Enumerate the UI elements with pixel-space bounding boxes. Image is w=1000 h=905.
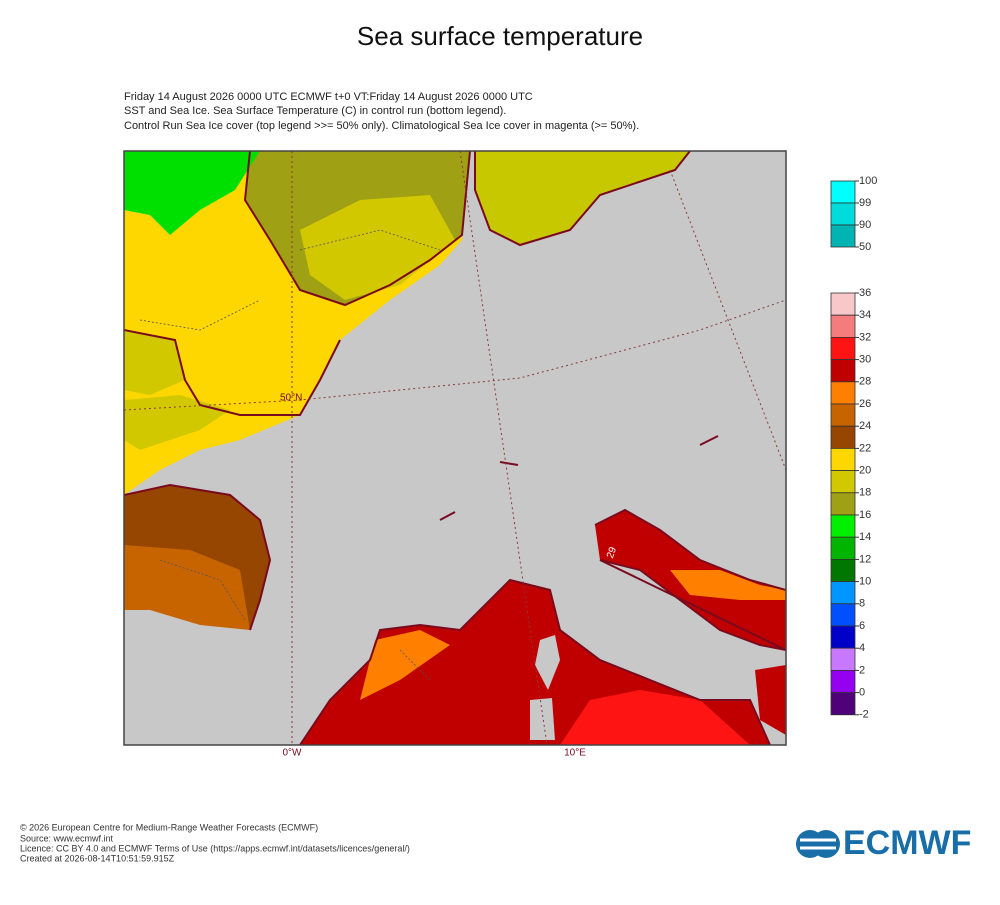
legend-swatch	[830, 559, 856, 583]
logo-text: ECMWF	[843, 824, 971, 862]
legend-swatch	[830, 224, 856, 248]
legend-label: 0	[859, 687, 865, 699]
legend-swatch	[830, 425, 856, 449]
legend-label: 2	[859, 664, 865, 676]
footer-line: Source: www.ecmwf.int	[20, 833, 114, 843]
footer-line: Created at 2026-08-14T10:51:59.915Z	[20, 853, 175, 863]
legend-swatch	[830, 359, 856, 383]
coastline	[124, 483, 272, 631]
map-frame	[123, 150, 787, 746]
coastline	[594, 508, 786, 651]
coastline	[299, 578, 771, 745]
sea-mid	[300, 195, 455, 300]
footer-line: © 2026 European Centre for Medium-Range …	[20, 822, 318, 832]
subtitle: SST and Sea Ice. Sea Surface Temperature…	[124, 105, 506, 117]
legend-swatch	[830, 403, 856, 427]
legend-swatch	[830, 180, 856, 204]
sea-cool	[124, 151, 260, 235]
legend-label: 99	[859, 197, 871, 209]
legend-swatch	[830, 692, 856, 716]
legend-swatch	[830, 536, 856, 560]
lon-label: 0°W	[283, 748, 303, 759]
legend-swatch	[830, 314, 856, 338]
legend-label: 8	[859, 598, 865, 610]
legend-label: 18	[859, 487, 871, 499]
sea-med-edge	[360, 630, 450, 700]
sea-ionian	[755, 665, 786, 735]
sea-baltic	[475, 151, 690, 245]
title: Sea surface temperature	[357, 21, 643, 51]
contour	[139, 229, 441, 681]
legends: 1009990503634323028262422201816141210864…	[830, 175, 877, 721]
legend-label: 26	[859, 398, 871, 410]
legend-label: 12	[859, 553, 871, 565]
legend-label: 30	[859, 354, 871, 366]
map: 50°N 0°W 10°E 29	[123, 150, 787, 759]
lat-label: 50°N	[280, 393, 302, 404]
legend-label: 10	[859, 576, 871, 588]
legend-swatch	[830, 514, 856, 538]
legend-swatch	[830, 447, 856, 471]
legend-swatch	[830, 647, 856, 671]
legend-label: 32	[859, 331, 871, 343]
legend-swatch	[830, 381, 856, 405]
subtitle: Friday 14 August 2026 0000 UTC ECMWF t+0…	[124, 91, 533, 103]
legend-label: 24	[859, 420, 871, 432]
legend-label: 4	[859, 642, 865, 654]
legend-swatch	[830, 470, 856, 494]
legend-swatch	[830, 492, 856, 516]
legend-label: -2	[859, 709, 869, 721]
logo: ECMWF	[796, 824, 971, 862]
legend-label: 16	[859, 509, 871, 521]
legend-label: 14	[859, 531, 871, 543]
legend-swatch	[830, 581, 856, 605]
sea-med-hot	[560, 690, 750, 745]
legend-swatch	[830, 202, 856, 226]
legend-label: 50	[859, 241, 871, 253]
legend-swatch	[830, 336, 856, 360]
coastline	[474, 151, 691, 247]
coastline	[243, 151, 471, 307]
legend-label: 6	[859, 620, 865, 632]
legend-label: 90	[859, 219, 871, 231]
subtitle: Control Run Sea Ice cover (top legend >>…	[124, 120, 639, 132]
legend-label: 36	[859, 287, 871, 299]
coastline	[124, 329, 341, 416]
legend-label: 34	[859, 309, 871, 321]
legend-swatch	[830, 625, 856, 649]
legend-label: 20	[859, 465, 871, 477]
legend-swatch	[830, 603, 856, 627]
lon-label: 10°E	[564, 748, 586, 759]
corsica	[535, 635, 560, 690]
legend-swatch	[830, 292, 856, 316]
footer-line: Licence: CC BY 4.0 and ECMWF Terms of Us…	[20, 843, 410, 853]
legend-label: 22	[859, 442, 871, 454]
graticule	[124, 151, 786, 745]
sardinia	[530, 698, 555, 740]
legend-swatch	[830, 670, 856, 694]
sea-biscay	[124, 545, 250, 630]
legend-label: 28	[859, 376, 871, 388]
contour-label: 29	[605, 545, 619, 560]
sea-adriatic-edge	[670, 570, 786, 600]
coastline	[439, 435, 719, 521]
sea-mid	[124, 330, 185, 395]
legend-label: 100	[859, 175, 877, 187]
